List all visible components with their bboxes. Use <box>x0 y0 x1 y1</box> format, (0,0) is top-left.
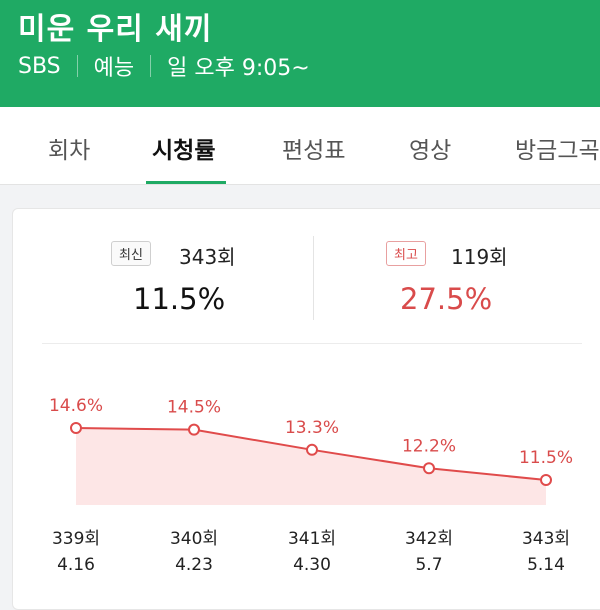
program-title: 미운 우리 새끼 <box>18 12 213 47</box>
summary-divider <box>313 236 314 320</box>
best-rating: 27.5% <box>400 282 493 316</box>
chart-x-tick-date: 4.16 <box>57 555 95 575</box>
chart-x-tick-date: 4.30 <box>293 555 331 575</box>
meta-divider <box>76 55 78 77</box>
chart-x-tick-episode: 340회 <box>170 529 218 549</box>
ratings-line-chart: 14.6% 339회 4.16 14.5% 340회 4.23 13.3% 341회 4.30 1… <box>49 396 573 575</box>
chart-point <box>188 423 200 436</box>
chart-x-tick-episode: 341회 <box>288 529 336 549</box>
chart-value-label: 11.5% <box>519 448 573 468</box>
program-header: 미운 우리 새끼 SBS 예능 일 오후 9:05~ <box>0 0 600 107</box>
tab-ratings[interactable]: 시청률 <box>152 138 216 164</box>
best-episode: 119회 <box>451 245 508 269</box>
meta-divider <box>150 55 152 77</box>
chart-point <box>306 443 318 456</box>
chart-x-tick-date: 5.7 <box>415 555 442 575</box>
chart-x-tick-episode: 342회 <box>405 529 453 549</box>
tab-bar: 회차 시청률 편성표 영상 방금그곡 <box>0 107 600 185</box>
active-tab-indicator <box>146 181 226 184</box>
chart-value-label: 14.5% <box>167 398 221 418</box>
chart-value-label: 12.2% <box>402 436 456 456</box>
tab-video[interactable]: 영상 <box>409 138 452 164</box>
tab-songs[interactable]: 방금그곡 <box>515 138 600 164</box>
tab-schedule[interactable]: 편성표 <box>282 138 346 164</box>
summary-chart-divider <box>42 343 582 344</box>
chart-area-fill <box>76 428 546 505</box>
tab-episodes[interactable]: 회차 <box>48 138 91 164</box>
chart-x-tick-episode: 343회 <box>522 529 570 549</box>
chart-x-tick-date: 4.23 <box>175 555 213 575</box>
channel-label: SBS <box>18 53 61 79</box>
latest-rating: 11.5% <box>133 282 226 316</box>
chart-point <box>540 474 552 486</box>
chart-value-label: 14.6% <box>49 396 103 416</box>
best-badge: 최고 <box>386 241 426 266</box>
program-meta: SBS 예능 일 오후 9:05~ <box>18 50 310 82</box>
chart-value-label: 13.3% <box>285 418 339 438</box>
genre-label: 예능 <box>93 56 135 81</box>
latest-episode: 343회 <box>179 245 236 269</box>
chart-x-tick-episode: 339회 <box>52 529 100 549</box>
chart-point <box>70 422 82 434</box>
latest-badge: 최신 <box>111 241 151 266</box>
chart-point <box>423 462 435 475</box>
chart-x-tick-date: 5.14 <box>527 555 565 575</box>
schedule-label: 일 오후 9:05~ <box>167 56 310 81</box>
